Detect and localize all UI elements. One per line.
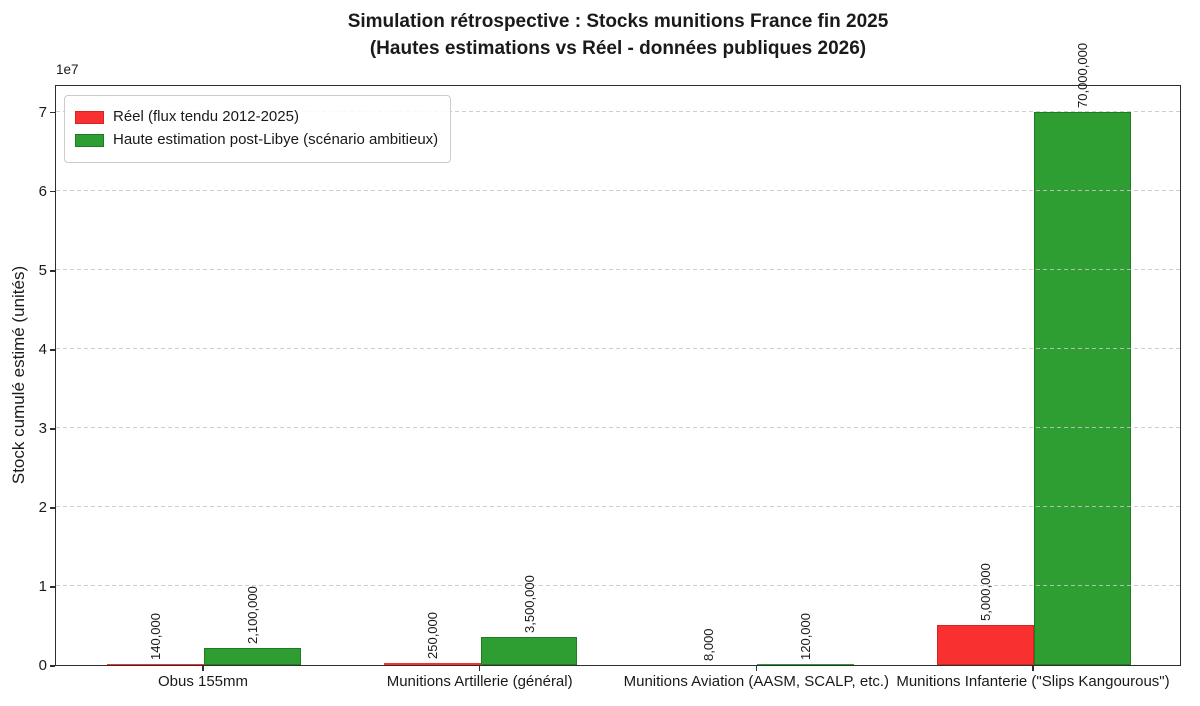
y-tick-label: 4 bbox=[38, 340, 47, 358]
y-tick-mark bbox=[50, 507, 55, 509]
bar-value-label: 70,000,000 bbox=[1074, 42, 1090, 108]
legend: Réel (flux tendu 2012-2025) Haute estima… bbox=[64, 95, 452, 163]
bars-layer bbox=[56, 86, 1180, 665]
plot-area: 140,000 250,000 8,000 5,000,000 2,100,000 3,5… bbox=[55, 43, 1181, 666]
legend-label-reel: Réel (flux tendu 2012-2025) bbox=[113, 108, 299, 125]
y-tick-label: 6 bbox=[38, 182, 47, 200]
x-tick-label: Munitions Artillerie (général) bbox=[386, 673, 573, 690]
bar-value-label: 8,000 bbox=[701, 628, 717, 661]
x-tick-label: Munitions Infanterie ("Slips Kangourous"… bbox=[896, 673, 1170, 690]
y-tick-label: 3 bbox=[38, 419, 47, 437]
bar-haute bbox=[480, 637, 578, 665]
legend-swatch-reel bbox=[75, 110, 104, 124]
bar-value-label: 120,000 bbox=[798, 613, 814, 661]
y-tick-label: 7 bbox=[38, 103, 47, 121]
bar-value-label: 140,000 bbox=[148, 612, 164, 660]
y-axis-label: Stock cumulé estimé (unités) bbox=[9, 265, 28, 485]
x-tick-label: Munitions Aviation (AASM, SCALP, etc.) bbox=[623, 673, 890, 690]
y-tick-mark bbox=[50, 428, 55, 430]
legend-swatch-haute bbox=[75, 133, 104, 147]
x-tick-mark bbox=[478, 666, 481, 671]
y-tick-mark bbox=[50, 665, 55, 667]
x-tick-mark bbox=[1032, 666, 1034, 671]
y-tick-mark bbox=[50, 111, 55, 114]
chart-title: Simulation rétrospective : Stocks muniti… bbox=[55, 8, 1181, 62]
bar-value-label: 2,100,000 bbox=[244, 586, 260, 645]
chart-title-line1: Simulation rétrospective : Stocks muniti… bbox=[347, 11, 889, 32]
bar-value-labels-layer: 140,000 250,000 8,000 5,000,000 2,100,000 3,5… bbox=[56, 43, 1180, 665]
y-tick-label: 5 bbox=[38, 261, 47, 279]
bar-reel bbox=[937, 625, 1034, 665]
bar-haute bbox=[1033, 111, 1131, 665]
bar-haute bbox=[204, 648, 301, 665]
y-tick-label: 0 bbox=[38, 657, 47, 674]
bar-value-label: 3,500,000 bbox=[521, 575, 537, 634]
legend-item-haute: Haute estimation post-Libye (scénario am… bbox=[75, 130, 438, 150]
bar-value-label: 250,000 bbox=[424, 612, 440, 660]
legend-label-haute: Haute estimation post-Libye (scénario am… bbox=[113, 131, 439, 148]
legend-item-reel: Réel (flux tendu 2012-2025) bbox=[75, 107, 438, 127]
bar-reel bbox=[107, 663, 204, 665]
y-tick-label: 2 bbox=[38, 498, 47, 516]
y-axis-offset-label: 1e7 bbox=[56, 62, 79, 77]
y-tick-mark bbox=[50, 586, 55, 588]
y-tick-mark bbox=[50, 349, 55, 351]
bar-haute bbox=[757, 664, 855, 665]
x-tick-mark bbox=[202, 666, 204, 671]
x-tick-mark bbox=[755, 666, 758, 671]
bar-value-label: 5,000,000 bbox=[978, 563, 994, 622]
bar-reel bbox=[383, 663, 481, 665]
y-tick-mark bbox=[50, 190, 55, 193]
chart-title-line2: (Hautes estimations vs Réel - données pu… bbox=[369, 38, 867, 59]
y-tick-label: 1 bbox=[38, 577, 47, 595]
x-tick-label: Obus 155mm bbox=[157, 673, 249, 690]
y-tick-mark bbox=[50, 270, 55, 272]
